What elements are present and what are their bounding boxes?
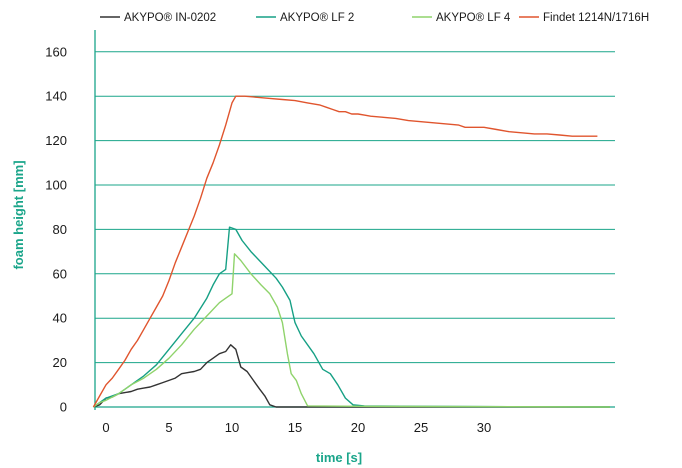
x-tick-label-20: 20 <box>351 420 365 435</box>
x-tick-label-15: 15 <box>288 420 302 435</box>
gridlines <box>95 51 615 364</box>
series-line-4 <box>92 95 598 408</box>
y-tick-label-80: 80 <box>53 222 67 237</box>
y-tick-label-40: 40 <box>53 311 67 326</box>
series-line-2 <box>92 226 611 408</box>
y-tick-label-160: 160 <box>45 44 67 59</box>
series-line-1 <box>93 344 610 408</box>
y-tick-label-140: 140 <box>45 89 67 104</box>
legend-label-2: AKYPO® LF 2 <box>280 12 354 24</box>
x-tick-label-10: 10 <box>225 420 239 435</box>
x-tick-label-0: 0 <box>102 420 109 435</box>
y-tick-label-0: 0 <box>60 400 67 415</box>
y-axis-title: foam height [mm] <box>11 160 26 269</box>
y-tick-label-120: 120 <box>45 133 67 148</box>
x-tick-label-30: 30 <box>477 420 491 435</box>
legend-label-3: AKYPO® LF 4 <box>436 12 511 24</box>
y-tick-label-100: 100 <box>45 178 67 193</box>
legend: AKYPO® IN-0202 AKYPO® LF 2 AKYPO® LF 4 Find… <box>100 12 649 24</box>
x-axis-title: time [s] <box>316 450 362 465</box>
legend-label-1: AKYPO® IN-0202 <box>124 12 216 24</box>
x-tick-label-25: 25 <box>414 420 428 435</box>
y-tick-label-60: 60 <box>53 266 67 281</box>
y-tick-label-20: 20 <box>53 355 67 370</box>
legend-label-4: Findet 1214N/1716H <box>543 12 649 24</box>
series-lines <box>92 95 611 408</box>
x-tick-label-5: 5 <box>165 420 172 435</box>
series-line-3 <box>92 253 611 408</box>
